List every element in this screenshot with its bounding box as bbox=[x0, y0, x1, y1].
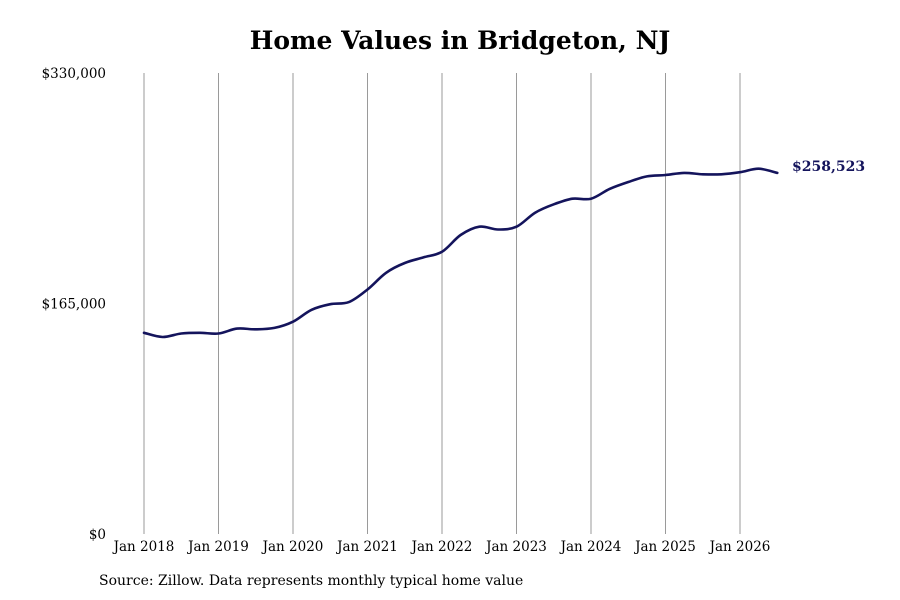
x-tick-label: Jan 2021 bbox=[335, 539, 398, 555]
y-tick-label: $330,000 bbox=[42, 66, 106, 82]
x-tick-label: Jan 2023 bbox=[484, 539, 547, 555]
x-axis-ticks: Jan 2018 Jan 2019 Jan 2020 Jan 2021 Jan 2022… bbox=[112, 539, 771, 555]
grid-lines bbox=[143, 73, 741, 534]
x-tick-label: Jan 2018 bbox=[112, 539, 175, 555]
x-tick-label: Jan 2022 bbox=[410, 539, 473, 555]
end-label-layer: $258,523 bbox=[792, 159, 865, 175]
x-tick-label: Jan 2019 bbox=[186, 539, 249, 555]
x-tick-label: Jan 2026 bbox=[708, 539, 771, 555]
chart-title: Home Values in Bridgeton, NJ bbox=[249, 26, 671, 55]
x-tick-label: Jan 2025 bbox=[633, 539, 696, 555]
y-axis-ticks: $0 $165,000 $330,000 bbox=[42, 66, 106, 543]
series-layer bbox=[142, 167, 779, 339]
x-tick-label: Jan 2024 bbox=[559, 539, 622, 555]
y-tick-label: $0 bbox=[89, 527, 106, 543]
home-value-line bbox=[142, 167, 779, 339]
x-tick-label: Jan 2020 bbox=[261, 539, 324, 555]
source-note: Source: Zillow. Data represents monthly … bbox=[99, 573, 524, 589]
y-tick-label: $165,000 bbox=[42, 297, 106, 313]
latest-value-label: $258,523 bbox=[792, 159, 865, 175]
